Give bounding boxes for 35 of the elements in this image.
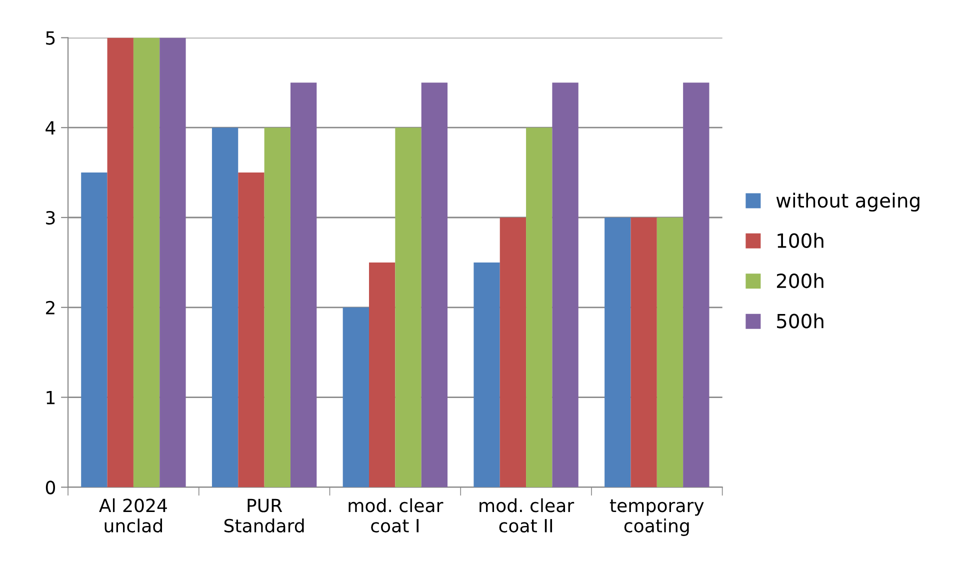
bar xyxy=(630,218,657,488)
bar xyxy=(552,82,578,488)
bar xyxy=(160,38,186,488)
bar xyxy=(238,172,264,488)
bar xyxy=(133,38,160,488)
x-tick-label: Al 2024 unclad xyxy=(99,498,167,533)
bar xyxy=(264,128,290,488)
bar xyxy=(526,128,552,488)
bar xyxy=(683,82,710,488)
bar xyxy=(604,218,631,488)
bar xyxy=(369,262,396,488)
bar xyxy=(421,82,448,488)
x-tick-label: temporary coating xyxy=(610,499,704,536)
y-tick-label: 2 xyxy=(46,300,54,314)
legend-label: 100h xyxy=(778,232,824,248)
x-tick-label: mod. clear coat II xyxy=(480,498,574,533)
y-tick-label: 4 xyxy=(46,121,56,134)
bar xyxy=(474,262,500,488)
bar xyxy=(212,128,238,488)
y-tick-label: 5 xyxy=(46,31,55,45)
y-tick-label: 1 xyxy=(46,390,55,404)
legend-label: 200h xyxy=(776,273,824,288)
bar xyxy=(395,128,422,488)
bar xyxy=(290,82,317,488)
bar xyxy=(342,307,369,488)
legend-label: without ageing xyxy=(776,192,920,212)
bar xyxy=(656,218,684,488)
y-tick-label: 3 xyxy=(46,210,55,225)
legend-label: 500h xyxy=(777,313,824,328)
bar xyxy=(107,38,134,488)
x-tick-label: PUR Standard xyxy=(224,498,304,533)
x-tick-label: mod. clear coat I xyxy=(348,498,444,533)
bar xyxy=(81,172,108,488)
y-tick-label: 0 xyxy=(46,480,56,494)
bar xyxy=(500,218,526,488)
